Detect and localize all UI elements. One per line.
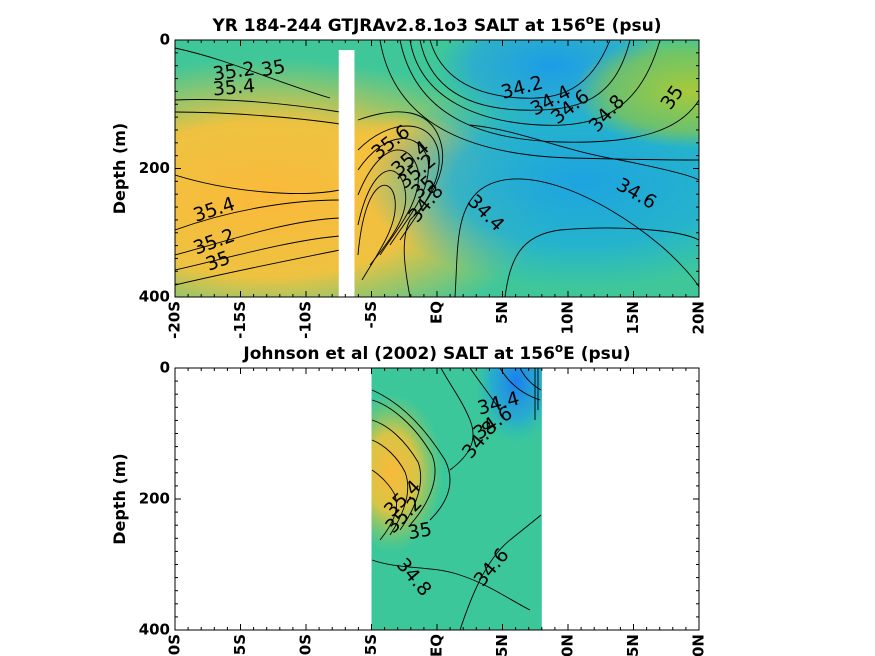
x-tick-label: 10N <box>559 634 577 656</box>
x-tick-label: -15S <box>231 301 249 339</box>
y-axis-label: Depth (m) <box>110 123 129 215</box>
contour-label: 35 <box>406 518 434 544</box>
x-tick-label: 20N <box>690 301 708 334</box>
x-tick-label: -20S <box>166 301 184 339</box>
x-tick-label: 20N <box>690 634 708 656</box>
chart-panel-2: -20S -15S -10S -5S EQ 5N 10N 15N 20N 0 200 400 Depth… <box>110 341 708 656</box>
x-tick-label: EQ <box>428 301 446 324</box>
y-tick-label: 0 <box>160 359 170 377</box>
x-tick-label: 5N <box>493 634 511 656</box>
x-tick-label: 15N <box>624 301 642 334</box>
salinity-field-2 <box>371 368 542 630</box>
y-tick-label: 200 <box>139 490 170 508</box>
x-tick-label: EQ <box>428 634 446 656</box>
x-tick-label: 5N <box>493 301 511 324</box>
x-tick-label: -20S <box>166 634 184 656</box>
missing-data-strip <box>338 50 355 297</box>
x-tick-label: 10N <box>559 301 577 334</box>
chart-title: YR 184-244 GTJRAv2.8.1o3 SALT at 156oE (… <box>211 13 661 36</box>
y-tick-label: 400 <box>139 288 170 306</box>
y-tick-label: 0 <box>160 31 170 49</box>
contour-label: 35.4 <box>212 75 256 101</box>
salinity-field-1 <box>175 40 699 297</box>
y-tick-label: 400 <box>139 621 170 639</box>
x-tick-label: -10S <box>297 301 315 339</box>
x-tick-label: -5S <box>362 301 380 328</box>
x-tick-label: -5S <box>362 634 380 656</box>
y-tick-label: 200 <box>139 159 170 177</box>
chart-title: Johnson et al (2002) SALT at 156oE (psu) <box>242 341 630 364</box>
x-tick-label: -15S <box>231 634 249 656</box>
chart-panel-1: -20S -15S -10S -5S EQ 5N 10N 15N 20N 0 200 400 Depth… <box>110 13 708 339</box>
x-tick-label: 15N <box>624 634 642 656</box>
contour-label: 35 <box>259 55 287 81</box>
x-tick-label: -10S <box>297 634 315 656</box>
y-axis-label: Depth (m) <box>110 453 129 545</box>
